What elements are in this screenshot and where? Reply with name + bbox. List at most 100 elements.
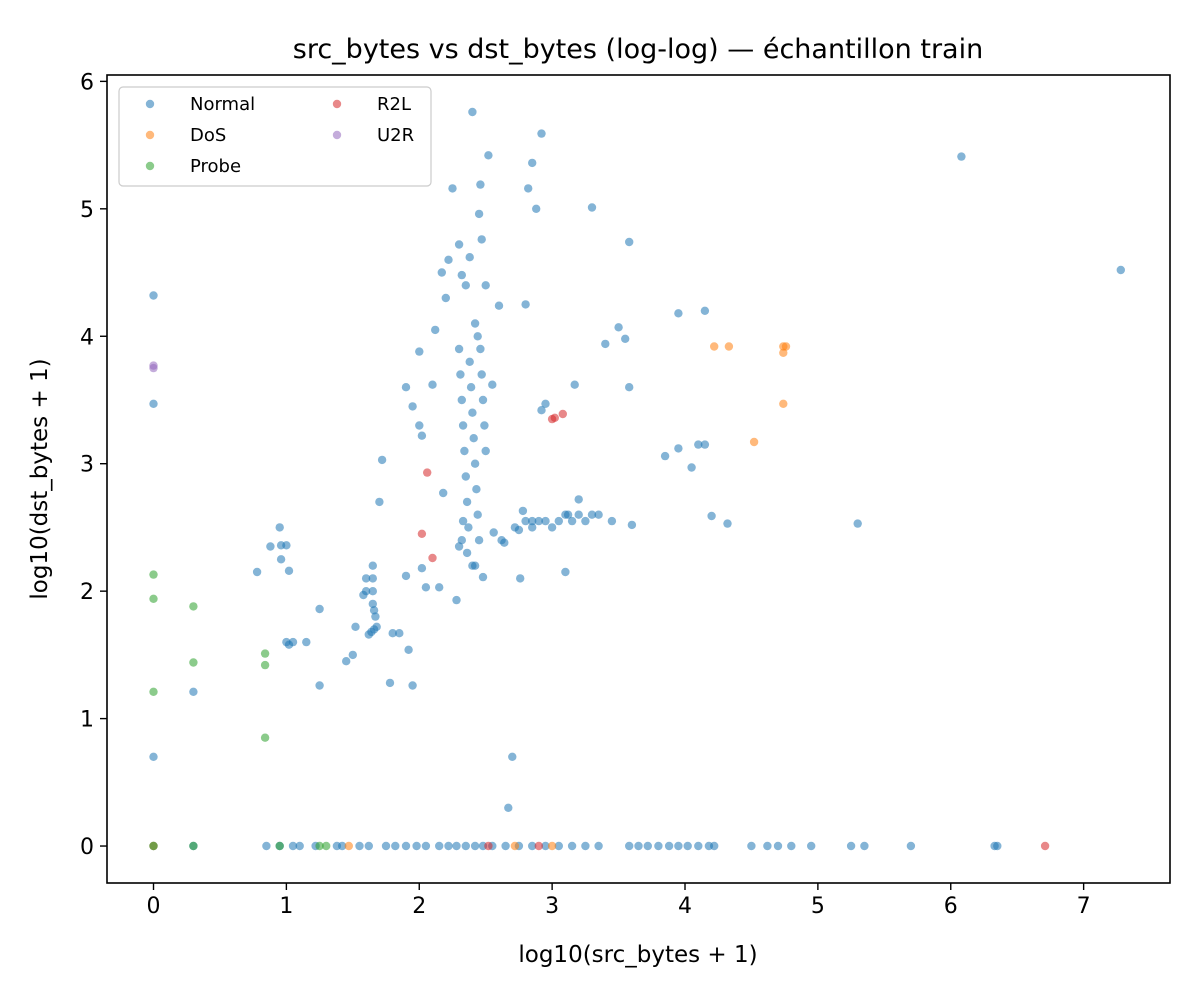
data-point [368,599,377,609]
data-point [643,841,652,851]
data-point [674,309,683,318]
data-point [846,841,856,851]
data-point [431,325,440,335]
data-point [189,687,198,696]
data-point [957,152,966,161]
data-point [461,841,470,851]
data-point [462,548,472,558]
data-point [860,841,869,851]
data-point [504,803,513,812]
legend-label-r2l: R2L [377,94,411,115]
legend-label-u2r: U2R [377,125,414,146]
data-point [417,431,427,440]
data-point [401,841,411,851]
data-point [457,536,466,545]
data-point [439,488,448,498]
data-point [763,841,772,851]
data-point [747,841,756,851]
data-point [288,841,298,851]
data-point [528,841,537,851]
data-point [494,301,504,310]
data-point [634,841,643,851]
y-axis-label: log10(dst_bytes + 1) [27,358,53,599]
series-u2r [149,361,158,373]
data-point [444,841,453,851]
data-point [516,574,525,583]
data-point [260,660,270,670]
data-point [461,472,470,481]
data-point [322,841,331,851]
data-point [401,383,411,392]
data-point [625,237,634,247]
data-point [707,511,716,521]
y-tick-label: 6 [80,70,94,95]
data-point [368,574,377,583]
x-axis: 0 1 2 3 4 5 6 7 [147,883,1091,919]
data-point [412,841,421,851]
data-point [460,446,469,456]
data-point [338,841,347,851]
data-point [470,561,480,570]
data-point [779,399,788,408]
y-axis: 0 1 2 3 4 5 6 [80,70,107,860]
legend-marker-normal [145,99,155,109]
data-point [381,841,391,851]
data-point [528,516,537,526]
y-tick-label: 2 [80,580,94,605]
data-point [262,841,271,851]
data-point [388,629,397,638]
data-point [302,637,311,647]
data-point [547,841,557,851]
data-point [415,347,424,356]
data-point [484,151,493,160]
data-point [541,516,550,526]
data-point [454,542,464,551]
data-point [594,841,603,851]
data-point [488,380,497,389]
data-point [189,841,198,851]
x-tick-label: 6 [944,894,958,919]
data-point [252,567,262,577]
data-point [295,841,304,851]
data-point [587,510,597,519]
x-tick-label: 7 [1077,894,1091,919]
data-point [773,841,783,851]
data-point [428,380,437,389]
data-point [417,564,427,573]
data-point [674,841,683,851]
data-point [601,339,610,349]
data-point [470,319,480,328]
data-point [315,841,324,851]
y-tick-label: 4 [80,325,94,350]
data-point [368,561,377,570]
data-point [787,841,796,851]
data-point [458,421,468,430]
data-point [315,604,324,614]
data-point [351,622,360,631]
data-point [454,344,464,354]
data-point [474,536,484,545]
data-point [364,841,373,851]
data-point [385,678,395,688]
data-point [282,541,291,550]
data-point [448,184,457,193]
data-point [625,383,634,392]
data-point [474,209,484,219]
data-point [355,841,364,851]
data-point [687,463,696,472]
data-point [541,841,550,851]
data-point [481,281,490,290]
y-tick-label: 5 [80,198,94,223]
data-point [189,658,198,667]
data-point [421,583,431,592]
data-point [567,516,577,526]
data-point [570,380,579,389]
x-tick-label: 5 [811,894,825,919]
data-point [524,184,533,193]
data-point [537,406,546,415]
data-point [993,841,1002,851]
data-point [461,281,470,290]
data-point [541,399,550,408]
data-point [489,528,498,537]
